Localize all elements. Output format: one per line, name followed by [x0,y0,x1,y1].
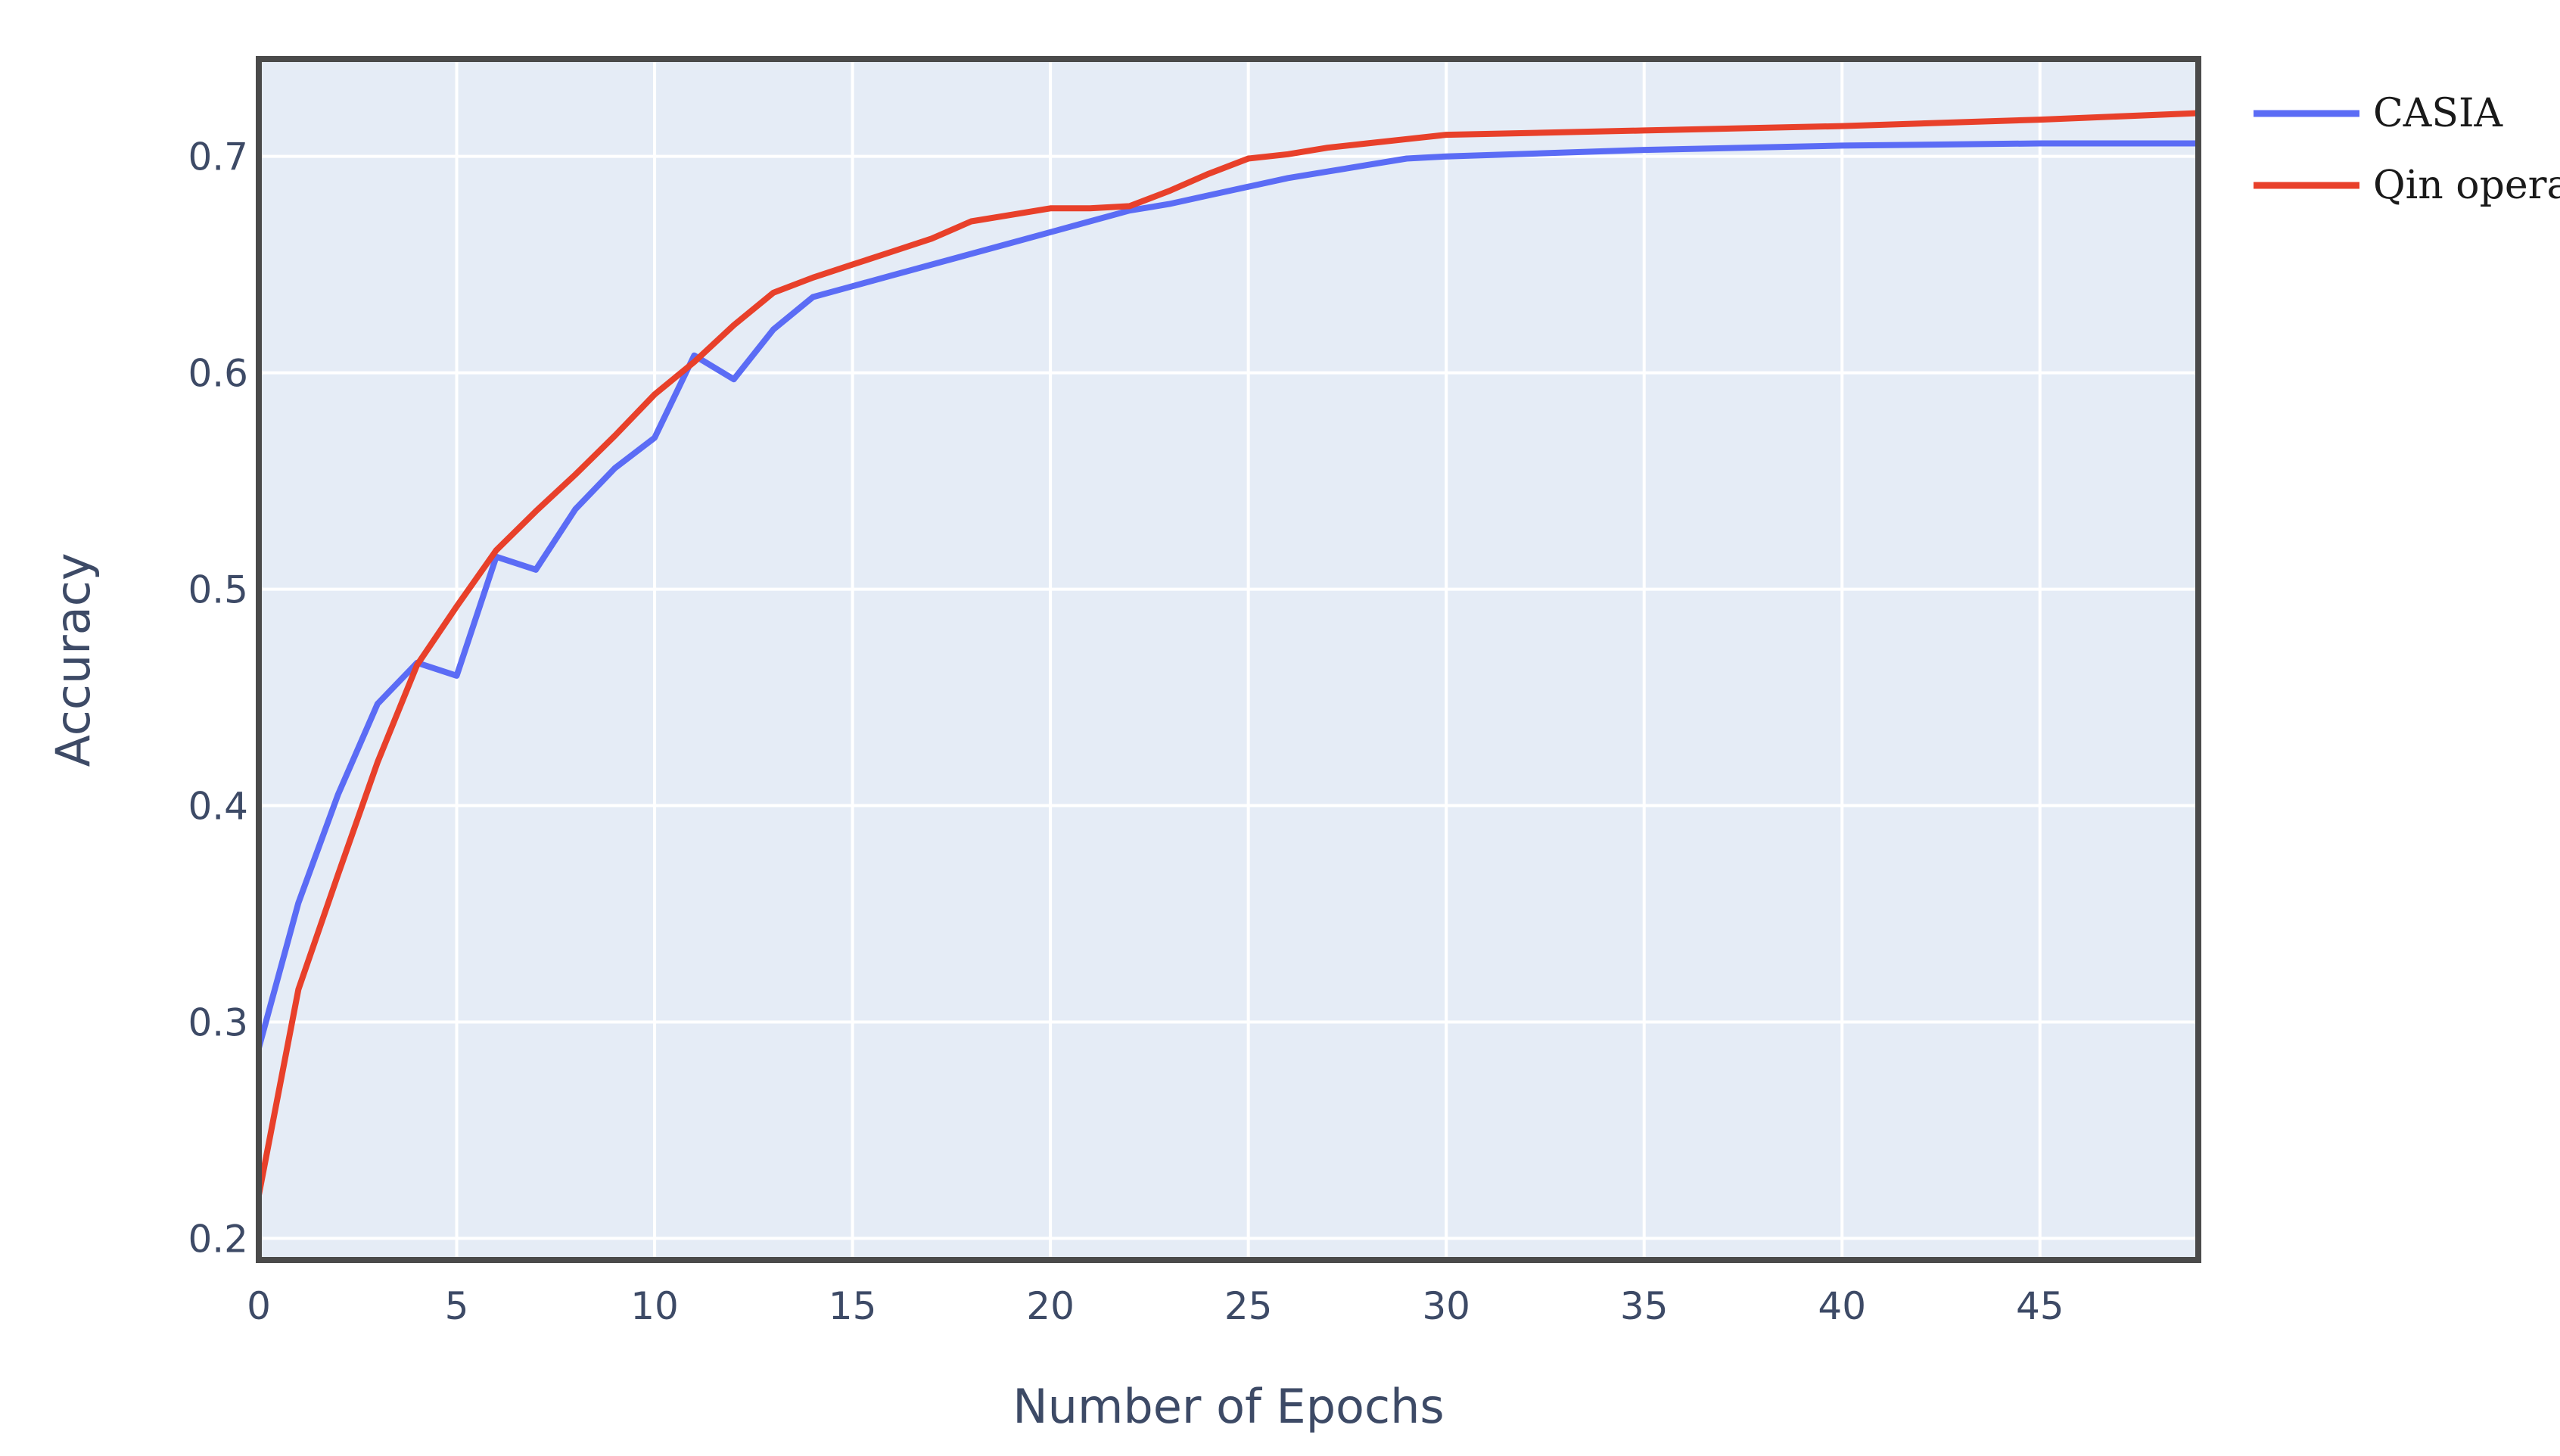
legend[interactable]: CASIA Qin opera [2254,91,2560,208]
x-tick-label: 30 [1422,1284,1470,1328]
x-tick-label: 10 [630,1284,679,1328]
x-tick-labels: 0 5 10 15 20 25 30 35 40 45 [247,1284,2064,1328]
x-tick-label: 5 [445,1284,469,1328]
y-tick-label: 0.6 [188,352,248,396]
y-tick-label: 0.4 [188,785,248,829]
x-tick-label: 0 [247,1284,271,1328]
y-tick-label: 0.3 [188,1000,248,1044]
legend-label: Qin opera [2373,163,2560,208]
y-axis-title: Accuracy [45,552,101,767]
legend-label: CASIA [2373,91,2504,136]
x-tick-label: 15 [829,1284,877,1328]
x-tick-label: 40 [1818,1284,1866,1328]
x-tick-label: 45 [2016,1284,2064,1328]
x-tick-label: 20 [1026,1284,1075,1328]
x-axis-title: Number of Epochs [1012,1379,1444,1434]
grid-lines [257,59,2198,1260]
series-line-casia[interactable] [256,140,2201,1051]
plot-frame [256,56,2201,1263]
series-lines [256,110,2201,1199]
series-line-qin-opera[interactable] [256,110,2201,1199]
y-tick-label: 0.5 [188,568,248,612]
x-tick-label: 35 [1620,1284,1669,1328]
plot-background [259,59,2198,1260]
y-tick-label: 0.7 [188,135,248,179]
legend-item-casia[interactable]: CASIA [2254,91,2504,136]
legend-item-qin-opera[interactable]: Qin opera [2254,163,2560,208]
x-tick-label: 25 [1224,1284,1273,1328]
y-tick-labels: 0.2 0.3 0.4 0.5 0.6 0.7 [188,135,248,1262]
y-tick-label: 0.2 [188,1217,248,1261]
